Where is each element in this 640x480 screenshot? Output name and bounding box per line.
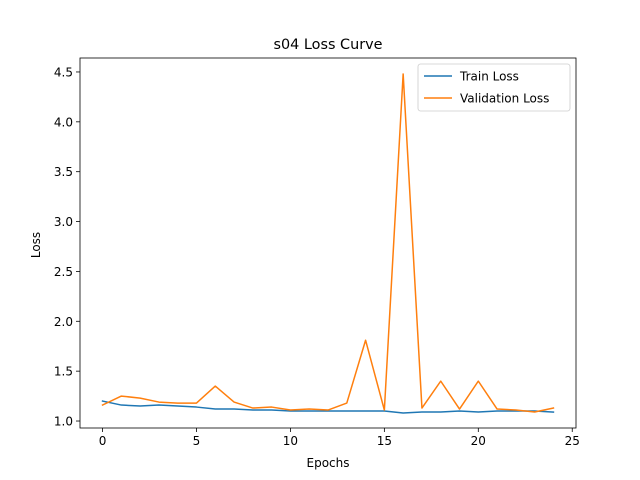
y-tick-label: 4.0 <box>54 115 73 129</box>
x-tick-label: 10 <box>283 434 298 448</box>
chart-title: s04 Loss Curve <box>274 37 383 53</box>
y-tick-label: 3.5 <box>54 165 73 179</box>
plot-area <box>101 73 555 414</box>
x-tick-label: 20 <box>471 434 486 448</box>
x-tick-label: 0 <box>99 434 107 448</box>
x-axis-label: Epochs <box>307 456 350 470</box>
y-tick-label: 4.5 <box>54 65 73 79</box>
series-line-train-loss <box>101 400 555 414</box>
series-line-validation-loss <box>101 73 555 413</box>
x-tick-label: 25 <box>565 434 580 448</box>
y-axis-label: Loss <box>29 232 43 258</box>
legend-box <box>417 63 571 112</box>
y-tick-label: 2.0 <box>54 315 73 329</box>
y-tick-label: 2.5 <box>54 265 73 279</box>
axes-frame <box>79 57 577 429</box>
y-tick-label: 1.0 <box>54 415 73 429</box>
x-axis-ticks: 0 5 10 15 20 25 <box>99 428 580 448</box>
legend-label: Validation Loss <box>460 92 549 106</box>
x-tick-label: 5 <box>193 434 201 448</box>
y-tick-label: 1.5 <box>54 365 73 379</box>
legend: Train Loss Validation Loss <box>417 63 571 112</box>
y-axis-ticks: 1.0 1.5 2.0 2.5 3.0 3.5 4.0 4.5 <box>54 65 80 429</box>
legend-label: Train Loss <box>459 70 519 84</box>
y-tick-label: 3.0 <box>54 215 73 229</box>
x-tick-label: 15 <box>377 434 392 448</box>
